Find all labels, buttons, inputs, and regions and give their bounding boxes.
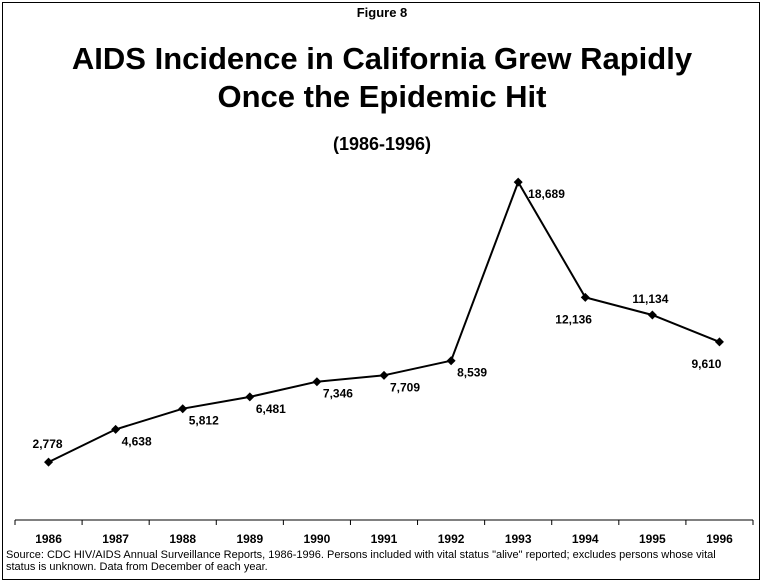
x-tick-label: 1990 bbox=[304, 532, 331, 546]
x-tick-label: 1994 bbox=[572, 532, 599, 546]
data-label: 11,134 bbox=[632, 292, 668, 306]
data-label: 5,812 bbox=[189, 414, 219, 428]
chart-subtitle: (1986-1996) bbox=[332, 134, 432, 154]
data-point-marker bbox=[245, 392, 255, 402]
figure-label: Figure 8 bbox=[356, 5, 408, 20]
chart-title-line2: Once the Epidemic Hit bbox=[217, 79, 547, 114]
x-tick-label: 1992 bbox=[438, 532, 465, 546]
data-point-marker bbox=[111, 424, 121, 434]
series-line bbox=[48, 179, 720, 463]
data-label: 8,539 bbox=[457, 366, 487, 380]
data-label: 9,610 bbox=[691, 357, 721, 371]
chart-title: AIDS Incidence in California Grew Rapidl… bbox=[0, 40, 764, 116]
data-point-marker bbox=[580, 292, 590, 302]
data-point-marker bbox=[44, 457, 54, 467]
data-point-marker bbox=[513, 177, 523, 187]
x-tick-label: 1986 bbox=[35, 532, 62, 546]
data-label: 7,346 bbox=[323, 387, 353, 401]
data-point-marker bbox=[379, 370, 389, 380]
data-label: 4,638 bbox=[122, 434, 152, 448]
source-note: Source: CDC HIV/AIDS Annual Surveillance… bbox=[6, 549, 716, 573]
data-point-marker bbox=[446, 356, 456, 366]
data-label: 7,709 bbox=[390, 380, 420, 394]
data-label: 12,136 bbox=[555, 312, 592, 326]
data-point-marker bbox=[312, 377, 322, 387]
chart-title-line1: AIDS Incidence in California Grew Rapidl… bbox=[71, 41, 693, 76]
x-tick-label: 1993 bbox=[505, 532, 532, 546]
data-label: 6,481 bbox=[256, 402, 286, 416]
x-tick-label: 1988 bbox=[169, 532, 196, 546]
x-tick-label: 1989 bbox=[236, 532, 263, 546]
x-tick-label: 1996 bbox=[706, 532, 733, 546]
data-point-marker bbox=[714, 337, 724, 347]
x-tick-label: 1991 bbox=[371, 532, 398, 546]
data-label: 2,778 bbox=[33, 437, 63, 451]
x-tick-label: 1995 bbox=[639, 532, 666, 546]
data-point-marker bbox=[178, 404, 188, 414]
x-tick-label: 1987 bbox=[102, 532, 129, 546]
data-point-marker bbox=[647, 310, 657, 320]
data-label: 18,689 bbox=[528, 187, 565, 201]
